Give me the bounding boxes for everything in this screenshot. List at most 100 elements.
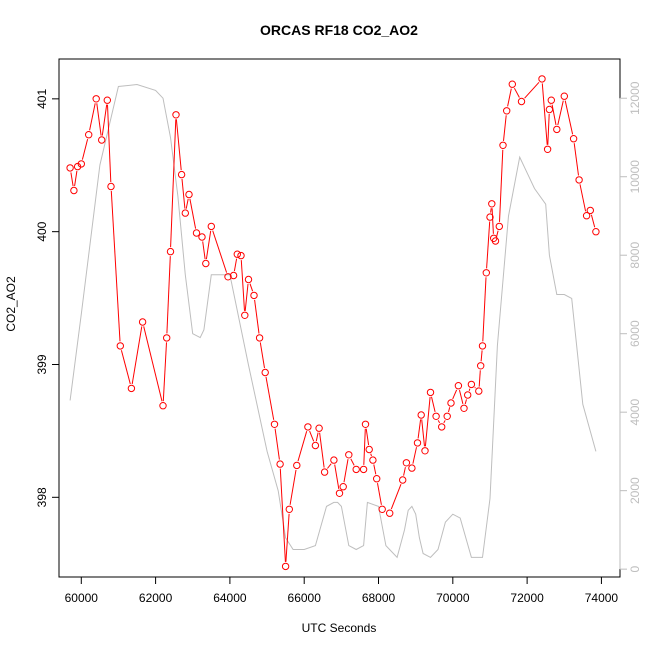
co2-point [198,233,206,241]
co2-segment [579,184,587,212]
co2-point [432,412,440,420]
co2-point [543,145,552,154]
co2-segment [486,221,491,269]
co2-point [315,424,323,432]
co2-segment [101,104,108,136]
co2-point [477,362,485,370]
co2-point [402,459,411,467]
co2-segment [478,370,481,387]
co2-segment [474,387,476,389]
co2-segment [547,113,550,145]
co2-segment [464,399,467,405]
co2-segment [131,326,143,385]
co2-point [438,423,446,431]
co2-segment [289,469,297,505]
co2-segment [244,283,249,311]
x-tick-label: 62000 [139,591,173,605]
co2-segment [564,100,574,135]
co2-segment [490,208,492,213]
co2-segment [70,172,74,187]
co2-segment [120,350,131,385]
co2-point [352,465,360,474]
co2-segment [212,230,228,273]
co2-point [359,465,368,474]
y2-tick-label: 8000 [628,242,642,269]
co2-point [202,259,210,268]
co2-segment [254,299,260,334]
co2-point [107,182,115,191]
co2-point [369,456,377,464]
x-tick-label: 64000 [213,591,247,605]
co2-segment [334,464,340,489]
co2-point [70,186,78,195]
co2-segment [541,83,548,145]
y-tick-label: 401 [35,89,49,109]
co2-segment [448,407,451,413]
co2-point [569,135,578,143]
co2-series [66,75,600,571]
co2-point [77,160,86,168]
co2-point [586,206,594,215]
co2-point [229,271,238,280]
co2-point [85,131,93,139]
co2-point [545,105,554,114]
co2-point [547,96,555,104]
co2-point [127,384,136,393]
co2-segment [403,467,406,476]
y2-tick-label: 6000 [628,320,642,347]
co2-point [281,562,290,571]
co2-point [386,509,394,517]
co2-segment [377,483,382,505]
co2-point [237,251,245,260]
co2-point [98,136,106,144]
co2-segment [459,389,464,405]
co2-segment [503,115,507,141]
co2-segment [96,103,102,136]
co2-segment [350,458,355,466]
co2-segment [205,230,212,260]
y-tick-label: 400 [35,221,49,241]
co2-segment [89,103,96,131]
co2-segment [274,428,280,460]
co2-point [159,402,167,410]
co2-point [592,228,600,236]
co2-point [138,318,147,326]
y2-tick-label: 4000 [628,399,642,426]
x-tick-label: 60000 [65,591,99,605]
co2-segment [513,87,520,98]
co2-point [66,164,74,172]
co2-point [447,399,455,407]
co2-point [460,404,468,412]
x-tick-label: 70000 [436,591,470,605]
co2-point [92,95,100,103]
co2-point [553,125,561,134]
plot-frame [58,58,621,578]
co2-segment [468,388,471,391]
co2-segment [233,258,238,272]
altitude-line [69,83,597,559]
co2-point [166,247,175,256]
co2-segment [249,283,254,292]
co2-point [560,92,568,100]
co2-point [185,190,193,199]
co2-segment [573,143,579,176]
x-tick-label: 66000 [288,591,322,605]
x-tick-label: 74000 [585,591,619,605]
co2-point [378,505,386,513]
co2-point [365,445,373,454]
co2-point [399,476,407,484]
co2-segment [265,376,275,420]
co2-segment [185,198,189,209]
co2-segment [551,104,557,126]
co2-point [192,229,201,237]
co2-segment [480,350,483,362]
co2-segment [412,447,417,464]
co2-segment [189,198,197,229]
co2-segment [365,428,370,446]
co2-point [335,489,344,497]
co2-segment [315,432,319,442]
co2-segment [373,464,377,475]
co2-segment [557,100,564,126]
co2-segment [259,342,265,369]
y-tick-label: 399 [35,354,49,374]
